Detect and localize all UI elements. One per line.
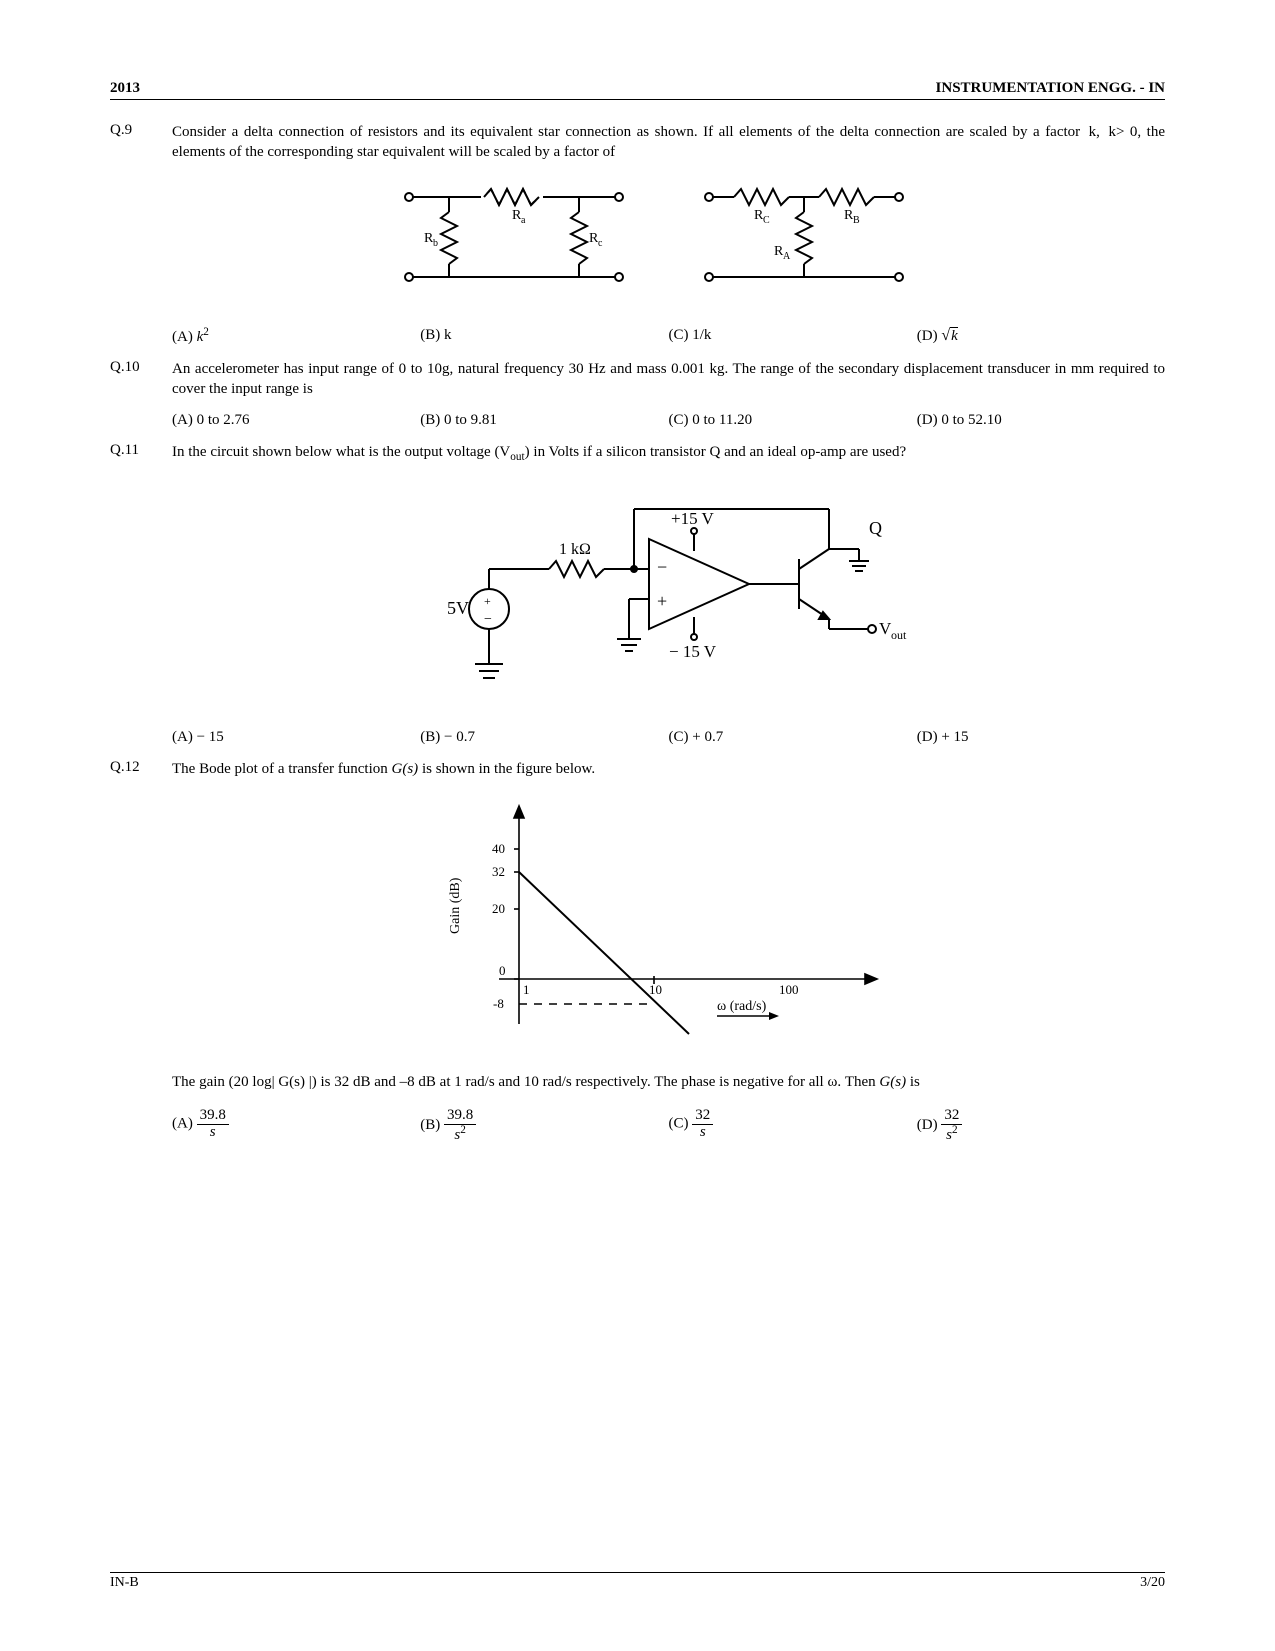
svg-text:20: 20 bbox=[492, 901, 505, 916]
page-header: 2013 INSTRUMENTATION ENGG. - IN bbox=[110, 80, 1165, 100]
svg-text:0: 0 bbox=[499, 963, 506, 978]
q12-opt-a: (A) 39.8s bbox=[172, 1108, 420, 1144]
svg-text:5V: 5V bbox=[447, 598, 469, 618]
question-10: Q.10 An accelerometer has input range of… bbox=[110, 359, 1165, 438]
q11-options: (A) − 15 (B) − 0.7 (C) + 0.7 (D) + 15 bbox=[172, 727, 1165, 747]
svg-text:−: − bbox=[484, 612, 492, 627]
header-year: 2013 bbox=[110, 80, 140, 97]
svg-text:− 15 V: − 15 V bbox=[669, 642, 717, 661]
svg-text:10: 10 bbox=[649, 982, 662, 997]
q9-figure: Ra Rb Rc bbox=[172, 177, 1165, 313]
svg-text:-8: -8 bbox=[493, 996, 504, 1011]
svg-text:out: out bbox=[891, 628, 907, 642]
svg-text:32: 32 bbox=[492, 864, 505, 879]
q11-figure: 5V + − 1 kΩ − + bbox=[172, 479, 1165, 715]
svg-text:b: b bbox=[433, 238, 438, 249]
q12-number: Q.12 bbox=[110, 759, 172, 776]
svg-text:−: − bbox=[657, 557, 667, 577]
q11-opt-d: (D) + 15 bbox=[917, 727, 1165, 747]
svg-text:B: B bbox=[853, 215, 860, 226]
svg-text:+: + bbox=[657, 591, 667, 611]
q11-opt-b: (B) − 0.7 bbox=[420, 727, 668, 747]
question-11: Q.11 In the circuit shown below what is … bbox=[110, 442, 1165, 756]
svg-text:Q: Q bbox=[869, 518, 882, 538]
q10-number: Q.10 bbox=[110, 359, 172, 376]
q9-opt-c: (C) 1/k bbox=[669, 325, 917, 347]
q12-opt-d: (D) 32s2 bbox=[917, 1108, 1165, 1144]
question-9: Q.9 Consider a delta connection of resis… bbox=[110, 122, 1165, 355]
page-footer: IN-B 3/20 bbox=[110, 1572, 1165, 1591]
svg-text:1: 1 bbox=[523, 982, 530, 997]
q11-opt-a: (A) − 15 bbox=[172, 727, 420, 747]
q9-opt-a: (A) k2 bbox=[172, 325, 420, 347]
q9-opt-b: (B) k bbox=[420, 325, 668, 347]
svg-text:Gain (dB): Gain (dB) bbox=[448, 877, 463, 934]
q12-bode-plot: 40 32 20 0 -8 1 10 100 Gain (dB) ω (rad/… bbox=[172, 794, 1165, 1060]
q11-text: In the circuit shown below what is the o… bbox=[172, 442, 1165, 465]
q9-number: Q.9 bbox=[110, 122, 172, 139]
svg-text:c: c bbox=[598, 238, 603, 249]
svg-text:a: a bbox=[521, 215, 526, 226]
q9-opt-d: (D) √k bbox=[917, 325, 1165, 347]
q10-options: (A) 0 to 2.76 (B) 0 to 9.81 (C) 0 to 11.… bbox=[172, 410, 1165, 430]
q10-text: An accelerometer has input range of 0 to… bbox=[172, 359, 1165, 400]
question-12: Q.12 The Bode plot of a transfer functio… bbox=[110, 759, 1165, 1151]
q10-opt-b: (B) 0 to 9.81 bbox=[420, 410, 668, 430]
q11-number: Q.11 bbox=[110, 442, 172, 459]
q10-opt-d: (D) 0 to 52.10 bbox=[917, 410, 1165, 430]
svg-text:40: 40 bbox=[492, 841, 505, 856]
q12-opt-b: (B) 39.8s2 bbox=[420, 1108, 668, 1144]
q10-opt-c: (C) 0 to 11.20 bbox=[669, 410, 917, 430]
footer-right: 3/20 bbox=[1140, 1575, 1165, 1591]
svg-text:100: 100 bbox=[779, 982, 799, 997]
q9-options: (A) k2 (B) k (C) 1/k (D) √k bbox=[172, 325, 1165, 347]
svg-text:C: C bbox=[763, 215, 770, 226]
svg-text:ω (rad/s): ω (rad/s) bbox=[717, 999, 767, 1014]
svg-text:+: + bbox=[484, 594, 491, 608]
footer-left: IN-B bbox=[110, 1575, 139, 1591]
header-subject: INSTRUMENTATION ENGG. - IN bbox=[936, 80, 1165, 97]
svg-text:+15 V: +15 V bbox=[671, 509, 715, 528]
q12-text: The Bode plot of a transfer function G(s… bbox=[172, 759, 1165, 779]
q12-gain-line: The gain (20 log| G(s) |) is 32 dB and –… bbox=[172, 1072, 1165, 1092]
q10-opt-a: (A) 0 to 2.76 bbox=[172, 410, 420, 430]
q9-text: Consider a delta connection of resistors… bbox=[172, 122, 1165, 163]
page: 2013 INSTRUMENTATION ENGG. - IN Q.9 Cons… bbox=[0, 0, 1275, 1651]
svg-text:A: A bbox=[783, 251, 791, 262]
q12-opt-c: (C) 32s bbox=[669, 1108, 917, 1144]
q12-options: (A) 39.8s (B) 39.8s2 (C) 32s (D) 32s2 bbox=[172, 1108, 1165, 1144]
svg-text:1 kΩ: 1 kΩ bbox=[559, 541, 591, 558]
q11-opt-c: (C) + 0.7 bbox=[669, 727, 917, 747]
